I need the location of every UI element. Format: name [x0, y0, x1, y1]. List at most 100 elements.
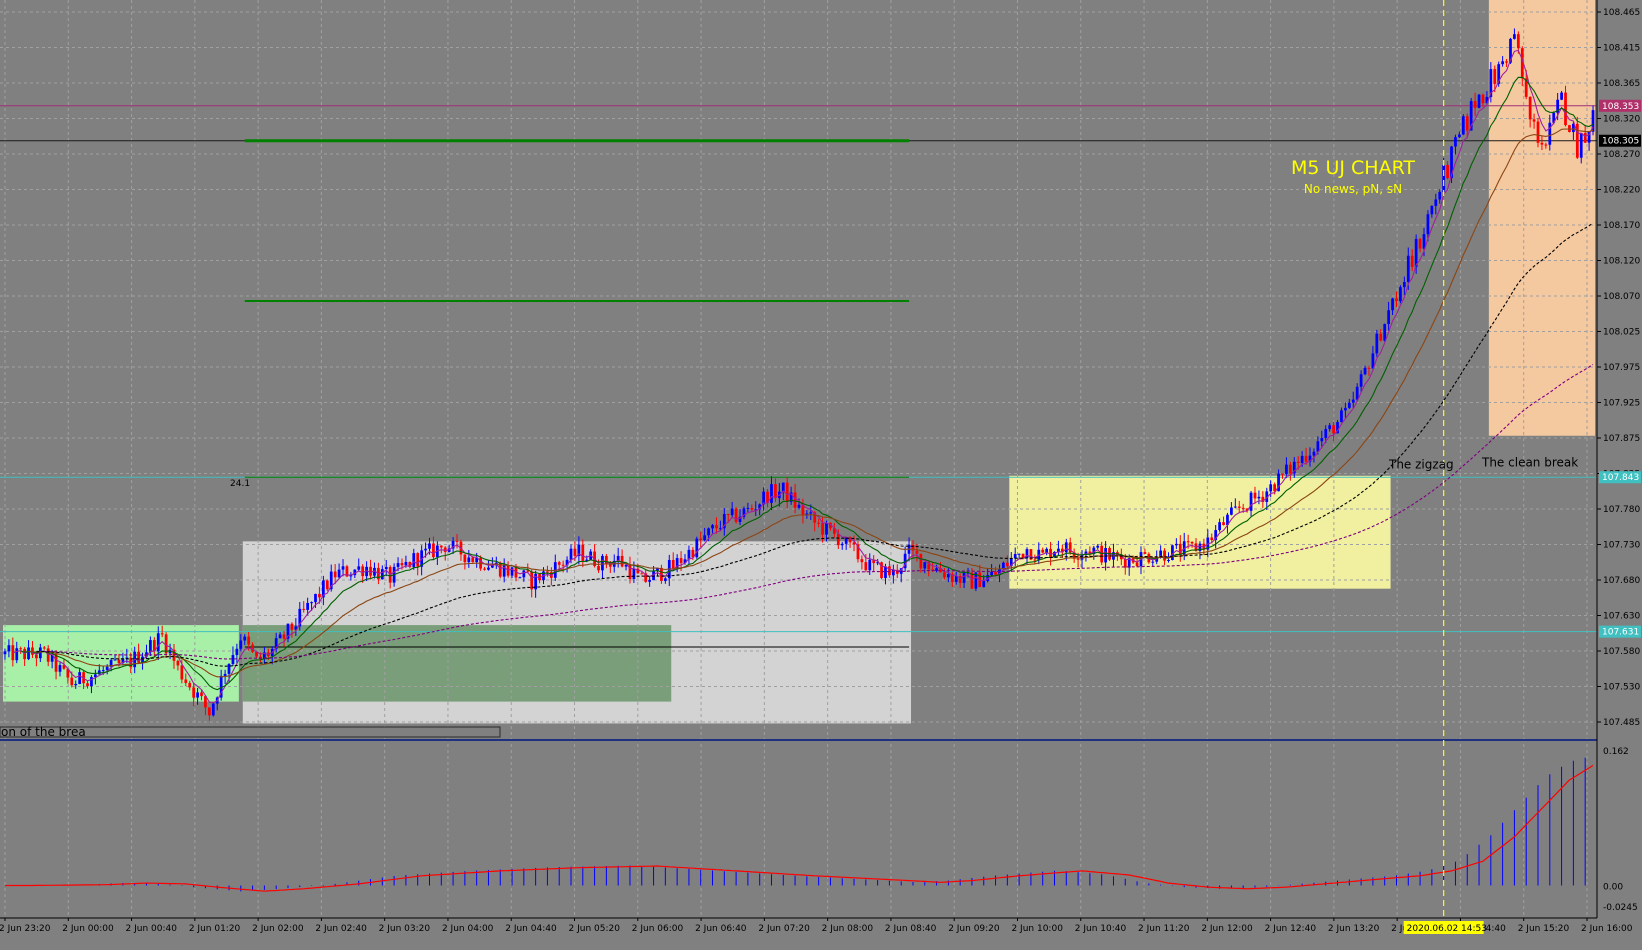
candle-body — [1163, 550, 1166, 561]
candle — [54, 650, 58, 680]
candle-body — [1336, 422, 1339, 434]
candle-body — [935, 568, 938, 571]
candle — [412, 548, 416, 570]
candle-body — [1505, 61, 1508, 63]
candle-body — [373, 567, 376, 576]
candle — [1347, 398, 1351, 409]
candle — [1178, 535, 1182, 562]
candle — [204, 694, 207, 716]
time-tick-label: 2 Jun 15:20 — [1518, 924, 1570, 934]
candle-body — [1406, 255, 1410, 283]
candle-body — [632, 568, 636, 580]
candle-body — [660, 567, 663, 581]
candle-body — [396, 563, 400, 567]
candle — [192, 682, 196, 707]
candle-body — [546, 571, 549, 573]
candle — [974, 571, 978, 592]
candle-body — [1422, 234, 1426, 249]
candle-body — [502, 565, 506, 577]
candle — [1292, 457, 1296, 478]
candle — [1265, 487, 1269, 510]
candle-body — [805, 513, 809, 516]
candle-body — [734, 508, 738, 522]
price-tick-label: 108.070 — [1603, 292, 1640, 302]
candle-body — [42, 647, 46, 649]
candle — [711, 523, 714, 534]
candle — [274, 632, 278, 653]
candle — [1355, 383, 1359, 402]
candle-body — [200, 692, 203, 697]
candle — [829, 522, 832, 531]
candle-body — [428, 543, 431, 549]
candle-body — [333, 571, 337, 578]
candle-body — [46, 648, 50, 662]
candle-body — [1501, 61, 1505, 65]
candle — [1253, 486, 1257, 504]
candle-body — [958, 576, 962, 583]
candle-body — [1068, 542, 1072, 553]
candle-body — [569, 548, 573, 560]
candle — [1320, 430, 1324, 447]
candle — [239, 634, 243, 652]
candle-body — [1285, 464, 1288, 474]
candle-body — [557, 562, 561, 565]
candle-body — [561, 564, 565, 566]
candle — [530, 569, 534, 598]
candle — [1477, 93, 1481, 109]
indicator-tick-label: 0.162 — [1603, 747, 1629, 757]
candle — [1375, 329, 1379, 357]
time-tick-label: 2 Jun 06:00 — [632, 924, 684, 934]
candle — [884, 563, 887, 585]
candle — [1088, 546, 1092, 558]
candle — [1371, 345, 1375, 369]
time-tick-label: 2 Jun 07:20 — [758, 924, 810, 934]
candle-body — [1375, 333, 1379, 354]
candle-body — [432, 543, 435, 558]
partial-label-bg — [0, 726, 501, 738]
candle-body — [219, 675, 223, 698]
candle — [1446, 161, 1449, 180]
candle-body — [722, 513, 726, 529]
candle — [463, 554, 467, 570]
candle-body — [1269, 484, 1273, 492]
candle-body — [97, 670, 101, 675]
candle — [943, 568, 946, 580]
candle — [1190, 541, 1194, 548]
candle-body — [239, 640, 243, 649]
candle-body — [1568, 125, 1571, 133]
clean-break-annotation: The clean break — [1481, 455, 1578, 469]
candle-body — [113, 659, 117, 661]
candle — [1218, 518, 1221, 532]
candle — [695, 536, 699, 559]
candle — [671, 552, 675, 569]
candle — [1174, 538, 1178, 549]
candle-body — [1430, 205, 1434, 215]
candle — [1485, 91, 1489, 104]
candle-body — [1312, 451, 1316, 456]
candle-body — [1509, 38, 1512, 63]
candle — [196, 687, 199, 705]
candle — [1123, 554, 1127, 575]
candle — [1402, 276, 1406, 296]
price-tick-label: 107.925 — [1603, 399, 1640, 409]
candle-body — [294, 626, 298, 630]
candle — [1198, 541, 1202, 560]
candle — [1461, 114, 1465, 136]
time-tick-label: 2 Jun 05:20 — [569, 924, 621, 934]
candle-body — [1159, 550, 1163, 558]
candle-body — [1041, 549, 1045, 553]
candle — [306, 597, 310, 616]
candle-body — [1021, 553, 1025, 559]
time-tick-label: 2 Jun 10:00 — [1011, 924, 1063, 934]
candle — [93, 669, 97, 685]
candle-body — [278, 634, 282, 639]
candle — [770, 476, 773, 511]
candle-body — [715, 525, 718, 529]
candle-body — [1261, 496, 1265, 502]
candle-body — [982, 581, 986, 588]
candle — [1583, 124, 1587, 144]
ma-slow-line — [28, 128, 1594, 678]
candle-body — [160, 633, 164, 635]
